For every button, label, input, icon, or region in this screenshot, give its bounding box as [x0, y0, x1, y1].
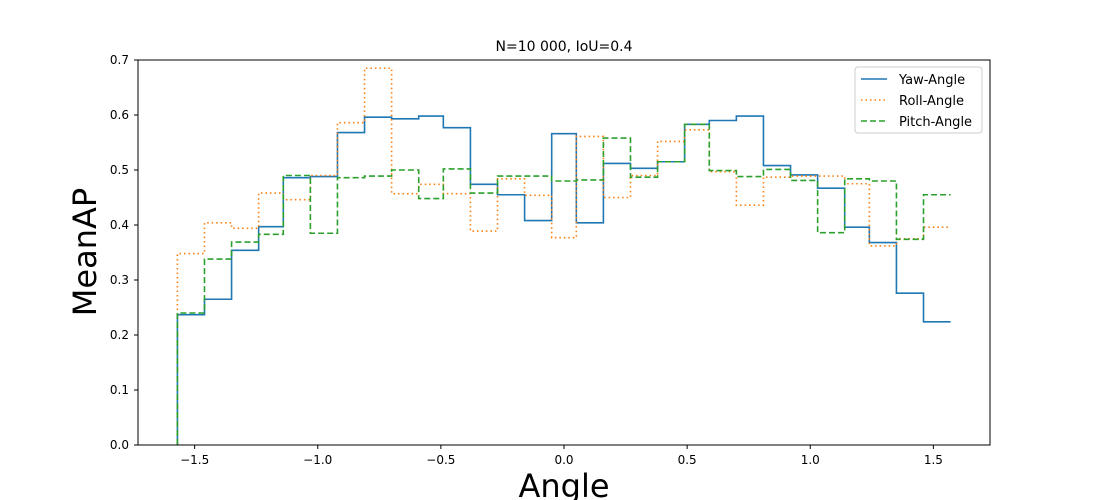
- x-tick-label: −1.5: [180, 453, 209, 467]
- y-tick-label: 0.1: [110, 383, 129, 397]
- x-tick-label: −0.5: [426, 453, 455, 467]
- y-tick-label: 0.0: [110, 438, 129, 452]
- x-tick-label: 0.0: [554, 453, 573, 467]
- y-tick-label: 0.4: [110, 218, 129, 232]
- x-tick-label: 1.5: [924, 453, 943, 467]
- y-tick-label: 0.2: [110, 328, 129, 342]
- x-tick-label: 1.0: [801, 453, 820, 467]
- series-line-pitch-angle: [176, 123, 951, 445]
- chart-title: N=10 000, IoU=0.4: [495, 39, 632, 55]
- x-axis-title: Angle: [518, 467, 609, 500]
- legend: Yaw-Angle Roll-Angle Pitch-Angle: [854, 66, 983, 134]
- y-tick-label: 0.6: [110, 108, 129, 122]
- legend-label-yaw-angle: Yaw-Angle: [898, 73, 965, 88]
- legend-box: [854, 66, 983, 134]
- series-line-yaw-angle: [176, 115, 951, 445]
- legend-label-pitch-angle: Pitch-Angle: [899, 115, 972, 130]
- x-tick-label: −1.0: [303, 453, 332, 467]
- y-axis-title: MeanAP: [66, 188, 104, 316]
- axes: −1.5 −1.0 −0.5 0.0 0.5 1.0 1.5 0.0 0.1 0.2 0.3 0.4 0…: [110, 53, 991, 467]
- y-tick-label: 0.3: [110, 273, 129, 287]
- y-tick-label: 0.7: [110, 53, 129, 67]
- x-tick-label: 0.5: [678, 453, 697, 467]
- plot-area: [176, 67, 951, 445]
- legend-label-roll-angle: Roll-Angle: [899, 94, 964, 109]
- y-tick-label: 0.5: [110, 163, 129, 177]
